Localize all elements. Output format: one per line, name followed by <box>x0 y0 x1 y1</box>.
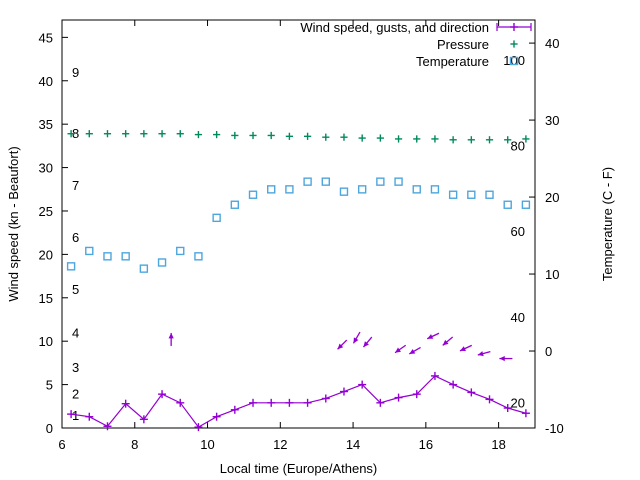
wind-direction-arrow-2 <box>352 331 361 344</box>
temperature-point <box>412 185 421 194</box>
beaufort-label-2: 2 <box>72 386 79 401</box>
y-axis-left-tick-label-7: 35 <box>39 117 53 132</box>
temperature-point <box>521 200 531 209</box>
wind-direction-arrow-4 <box>394 344 407 354</box>
fahrenheit-label-20: 20 <box>511 396 525 411</box>
wind-speed-line <box>71 375 527 428</box>
wind-direction-arrow-8 <box>459 344 473 352</box>
wind-direction-arrow-9 <box>477 351 491 357</box>
beaufort-label-8: 8 <box>72 126 79 141</box>
x-axis-tick-label-2: 10 <box>200 437 214 452</box>
temperature-point <box>139 264 149 273</box>
y-axis-left-tick-label-8: 40 <box>39 74 53 89</box>
beaufort-label-7: 7 <box>72 178 79 193</box>
x-axis-tick-label-4: 14 <box>346 437 360 452</box>
temperature-point <box>467 190 476 199</box>
wind-direction-arrow-10 <box>499 355 513 362</box>
x-axis-tick-label-5: 16 <box>419 437 433 452</box>
legend-label-1: Pressure <box>437 37 489 52</box>
y-axis-right-title: Temperature (C - F) <box>600 167 615 281</box>
wind-direction-arrow-1 <box>337 339 348 350</box>
temperature-point <box>503 200 512 209</box>
wind-direction-arrow-3 <box>362 336 373 348</box>
temperature-point <box>376 177 385 186</box>
x-axis-tick-label-1: 8 <box>131 437 138 452</box>
temperature-point <box>285 185 294 194</box>
temperature-point <box>321 177 330 186</box>
temperature-point <box>157 258 167 267</box>
y-axis-left-tick-label-6: 30 <box>39 161 53 176</box>
plot-frame <box>61 19 536 429</box>
fahrenheit-label-80: 80 <box>511 138 525 153</box>
wind-direction-arrow-0 <box>168 332 174 346</box>
temperature-point <box>121 252 130 261</box>
y-axis-left-tick-label-0: 0 <box>46 421 53 436</box>
temperature-point <box>485 190 494 199</box>
y-axis-left-title: Wind speed (kn - Beaufort) <box>6 146 21 301</box>
beaufort-label-3: 3 <box>72 360 79 375</box>
temperature-point <box>103 252 112 261</box>
wind-direction-arrow-5 <box>408 346 421 355</box>
beaufort-label-1: 1 <box>72 408 79 423</box>
temperature-point <box>212 213 221 223</box>
y-axis-left-tick-label-9: 45 <box>39 30 53 45</box>
y-axis-left-tick-label-3: 15 <box>39 291 53 306</box>
temperature-point <box>66 262 76 271</box>
x-axis-tick-label-6: 18 <box>491 437 505 452</box>
y-axis-right-tick-label-5: 40 <box>545 36 559 51</box>
temperature-point <box>248 190 258 199</box>
legend-label-0: Wind speed, gusts, and direction <box>300 20 489 35</box>
legend-marker-temperature <box>509 56 519 66</box>
y-axis-right-tick-label-4: 30 <box>545 113 559 128</box>
temperature-point <box>430 185 440 194</box>
beaufort-label-9: 9 <box>72 65 79 80</box>
y-axis-right-tick-label-0: -10 <box>545 421 564 436</box>
temperature-point <box>176 246 185 256</box>
temperature-point <box>448 190 458 199</box>
y-axis-left-tick-label-4: 20 <box>39 247 53 262</box>
fahrenheit-label-60: 60 <box>511 224 525 239</box>
legend-label-2: Temperature <box>416 54 489 69</box>
temperature-point <box>267 185 276 194</box>
fahrenheit-label-100: 100 <box>503 53 525 68</box>
temperature-point <box>85 246 94 256</box>
wind-direction-arrow-6 <box>426 332 440 340</box>
y-axis-right-tick-label-2: 10 <box>545 267 559 282</box>
x-axis-tick-label-3: 12 <box>273 437 287 452</box>
beaufort-label-5: 5 <box>72 282 79 297</box>
y-axis-right-tick-label-3: 20 <box>545 190 559 205</box>
y-axis-left-tick-label-2: 10 <box>39 334 53 349</box>
temperature-point <box>303 177 312 186</box>
x-axis-title: Local time (Europe/Athens) <box>220 461 378 476</box>
x-axis-tick-label-0: 6 <box>58 437 65 452</box>
temperature-point <box>357 185 367 194</box>
temperature-point <box>230 200 240 209</box>
temperature-point <box>394 177 403 186</box>
wind-direction-arrow-7 <box>442 336 454 346</box>
fahrenheit-label-40: 40 <box>511 310 525 325</box>
y-axis-left-tick-label-1: 5 <box>46 378 53 393</box>
beaufort-label-6: 6 <box>72 230 79 245</box>
y-axis-left-tick-label-5: 25 <box>39 204 53 219</box>
temperature-point <box>194 252 203 261</box>
temperature-point <box>339 187 349 196</box>
beaufort-label-4: 4 <box>72 326 79 341</box>
y-axis-right-tick-label-1: 0 <box>545 344 552 359</box>
